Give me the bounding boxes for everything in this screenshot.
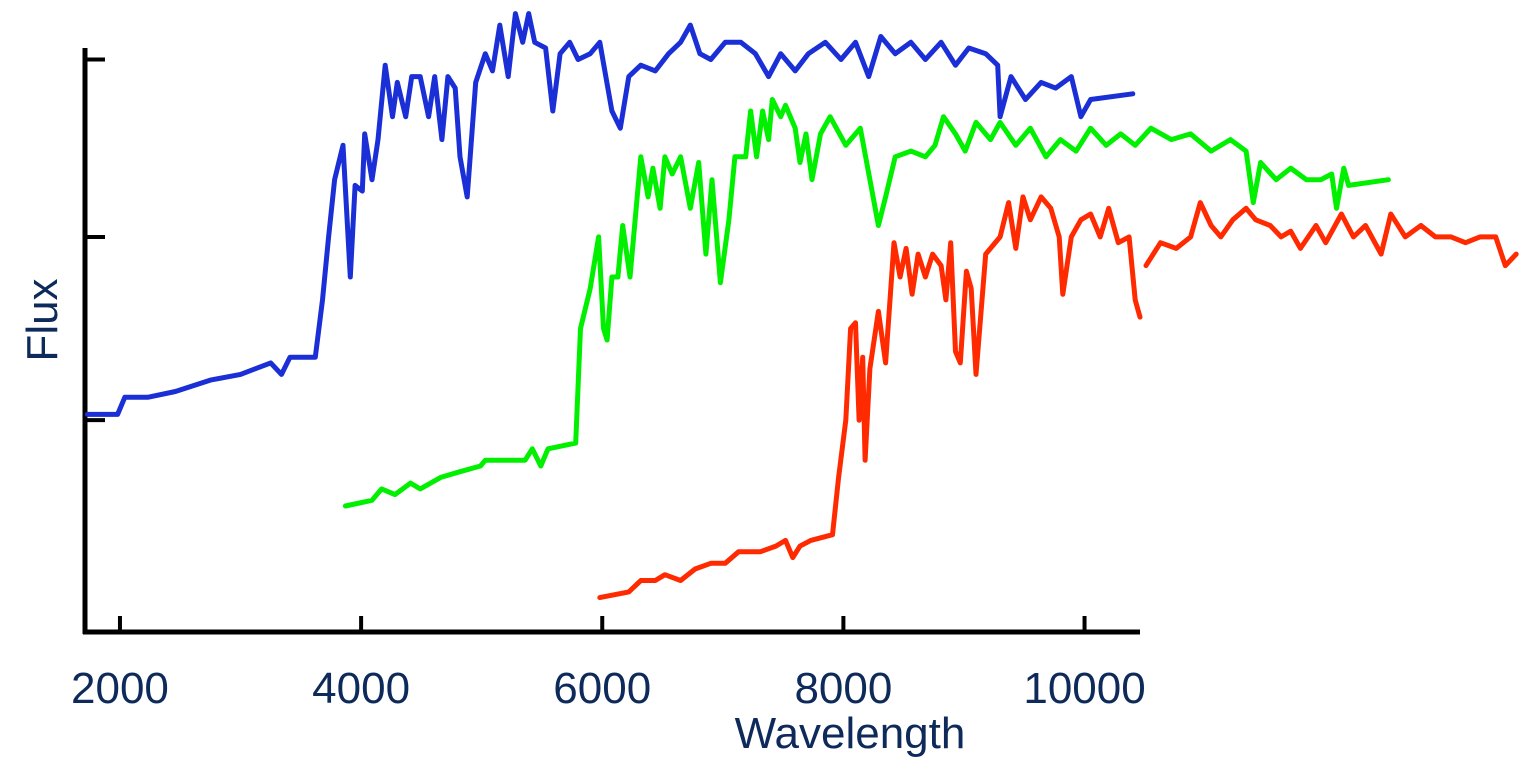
- x-tick-label: 2000: [71, 664, 169, 713]
- x-tick-label: 6000: [553, 664, 651, 713]
- x-tick-label: 10000: [1023, 664, 1145, 713]
- spectrum-line: [342, 97, 1391, 509]
- spectrum-line: [84, 11, 1136, 417]
- x-tick-label: 4000: [312, 664, 410, 713]
- spectrum-line: [597, 194, 1519, 601]
- y-axis-label: Flux: [18, 278, 67, 361]
- x-tick-label: 8000: [794, 664, 892, 713]
- x-axis-label: Wavelength: [735, 709, 966, 758]
